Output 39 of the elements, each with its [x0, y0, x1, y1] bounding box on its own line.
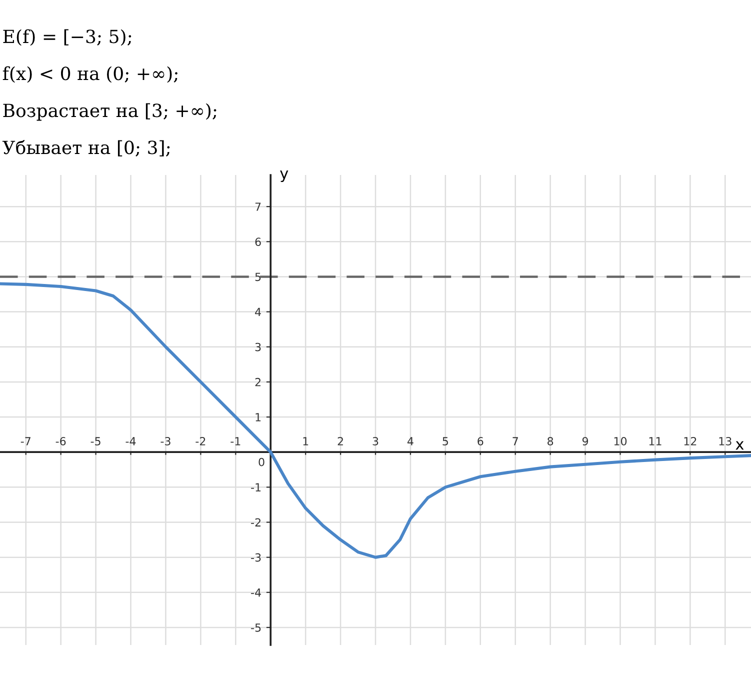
- x-tick-label: 13: [719, 437, 732, 446]
- x-tick-label: 2: [338, 437, 343, 446]
- y-tick-label: -5: [251, 624, 261, 632]
- x-tick-label: -7: [20, 437, 30, 446]
- x-tick-label: -4: [126, 437, 136, 446]
- x-tick-label: 6: [478, 437, 484, 446]
- y-tick-label: -1: [251, 483, 261, 492]
- text: Убывает на [0; 3];: [2, 140, 170, 156]
- annotation: 0: [258, 458, 264, 466]
- y-tick-label: 1: [256, 413, 261, 422]
- y-tick-label: -3: [251, 553, 261, 562]
- y-tick-label: -2: [251, 518, 260, 526]
- x-tick-label: -5: [90, 437, 100, 446]
- y-tick-label: 5: [255, 272, 261, 282]
- y-tick-label: 2: [255, 378, 260, 386]
- x-tick-label: 12: [684, 437, 696, 446]
- y-tick-label: -4: [251, 588, 261, 597]
- x-tick-label: 5: [442, 437, 448, 446]
- y-tick-label: 7: [255, 202, 261, 211]
- y-tick-label: 6: [255, 238, 261, 246]
- y-tick-label: 3: [255, 342, 261, 352]
- x-axis-title: x: [736, 441, 744, 450]
- x-tick-label: 9: [582, 437, 588, 446]
- x-tick-label: -3: [160, 437, 170, 446]
- x-tick-label: 11: [649, 437, 662, 446]
- y-tick-label: 4: [255, 308, 261, 316]
- x-tick-label: 3: [372, 437, 378, 446]
- x-tick-label: -6: [56, 437, 66, 446]
- x-tick-label: 7: [512, 437, 518, 446]
- x-tick-label: 10: [614, 437, 627, 446]
- text: Возрастает на [3; +∞);: [3, 103, 216, 121]
- text: f(x) < 0 на (0; +∞);: [2, 66, 178, 83]
- x-tick-label: 8: [548, 437, 554, 446]
- x-tick-label: -2: [196, 437, 206, 446]
- y-axis-title: y: [280, 170, 288, 182]
- x-tick-label: 1: [303, 437, 308, 446]
- text: E(f) = [−3; 5);: [3, 29, 132, 46]
- x-tick-label: -1: [230, 437, 240, 446]
- x-tick-label: 4: [407, 437, 414, 446]
